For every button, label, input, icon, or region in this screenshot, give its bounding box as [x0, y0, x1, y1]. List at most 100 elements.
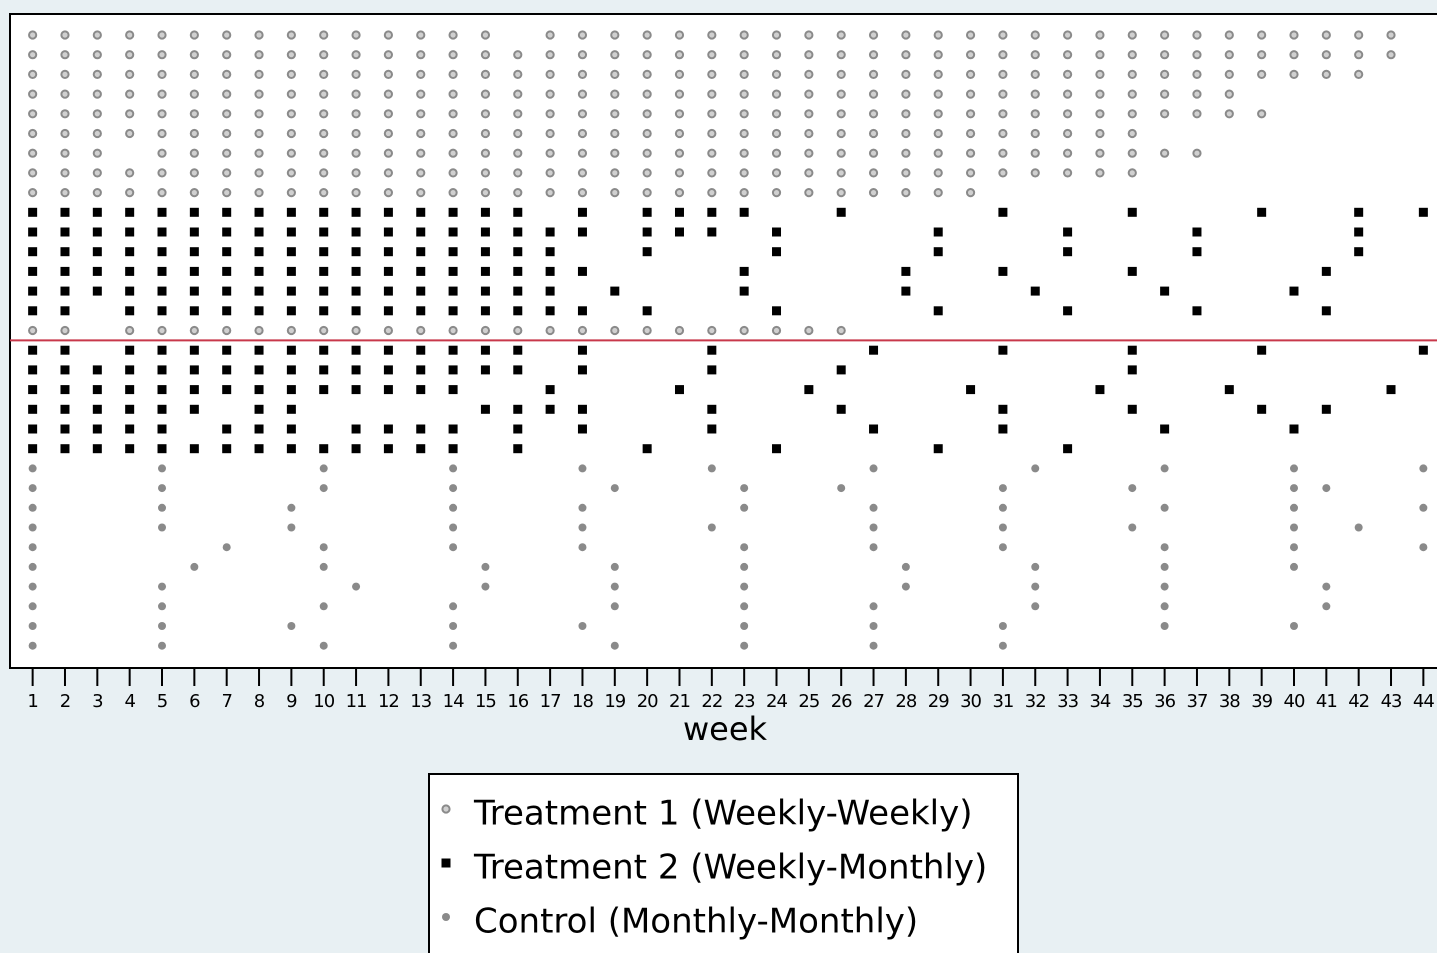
- treatment2-dot: [1063, 247, 1073, 257]
- treatment1-dot: [60, 69, 70, 80]
- treatment2-dot: [1354, 207, 1364, 217]
- treatment1-dot: [739, 325, 749, 336]
- treatment2-dot: [674, 227, 684, 237]
- treatment2-dot: [383, 286, 393, 296]
- x-tick-label: 3: [92, 691, 103, 712]
- treatment1-dot: [771, 69, 782, 80]
- treatment1-dot: [254, 30, 264, 40]
- treatment1-dot: [351, 69, 361, 80]
- treatment1-dot: [771, 89, 782, 99]
- treatment1-dot: [545, 128, 555, 139]
- treatment1-dot: [92, 89, 102, 99]
- treatment1-dot: [642, 168, 652, 178]
- x-tick-label: 25: [798, 691, 819, 712]
- treatment1-dot: [545, 148, 555, 158]
- treatment1-dot: [868, 168, 879, 178]
- treatment1-dot: [286, 109, 296, 119]
- treatment1-dot: [383, 128, 394, 139]
- treatment1-dot: [125, 325, 135, 336]
- treatment2-dot: [739, 286, 749, 296]
- treatment1-dot: [189, 168, 199, 178]
- treatment1-dot: [254, 89, 264, 99]
- treatment1-dot: [416, 109, 426, 119]
- treatment1-dot: [707, 50, 717, 60]
- treatment2-dot: [1257, 404, 1267, 414]
- treatment2-dot: [441, 858, 451, 868]
- treatment1-dot: [933, 109, 943, 119]
- treatment2-dot: [28, 385, 38, 395]
- treatment2-dot: [577, 365, 587, 375]
- treatment2-dot: [577, 404, 587, 414]
- treatment2-dot: [319, 365, 329, 375]
- treatment1-dot: [1127, 69, 1137, 80]
- treatment2-dot: [480, 247, 490, 257]
- treatment2-dot: [416, 266, 426, 276]
- treatment2-dot: [416, 247, 426, 257]
- treatment2-dot: [674, 385, 684, 395]
- treatment2-dot: [222, 444, 232, 454]
- treatment1-dot: [707, 168, 717, 178]
- treatment2-dot: [772, 306, 782, 316]
- control-dot: [1160, 602, 1169, 611]
- treatment1-dot: [804, 325, 814, 336]
- treatment2-dot: [577, 207, 587, 217]
- treatment1-dot: [222, 128, 232, 139]
- control-dot: [1160, 503, 1169, 512]
- treatment2-dot: [513, 424, 523, 434]
- treatment2-dot: [254, 207, 264, 217]
- treatment2-dot: [383, 306, 393, 316]
- treatment1-dot: [771, 50, 782, 60]
- treatment1-dot: [707, 89, 717, 99]
- treatment1-dot: [610, 188, 620, 198]
- treatment1-dot: [319, 148, 329, 158]
- treatment2-dot: [383, 424, 393, 434]
- control-dot: [1031, 602, 1040, 611]
- treatment2-dot: [513, 345, 523, 355]
- treatment1-dot: [804, 30, 814, 40]
- treatment2-dot: [707, 227, 717, 237]
- treatment1-dot: [189, 188, 199, 198]
- treatment2-dot: [577, 306, 587, 316]
- treatment1-dot: [222, 148, 232, 158]
- treatment1-dot: [1224, 69, 1234, 80]
- control-dot: [1419, 503, 1428, 512]
- x-tick-label: 24: [766, 691, 787, 712]
- treatment1-dot: [351, 325, 361, 336]
- control-dot: [610, 602, 619, 611]
- treatment1-dot: [125, 109, 135, 119]
- treatment1-dot: [448, 148, 458, 158]
- treatment1-dot: [416, 128, 426, 139]
- treatment1-dot: [674, 89, 685, 99]
- treatment1-dot: [901, 50, 911, 60]
- treatment1-dot: [222, 109, 232, 119]
- treatment1-dot: [1192, 89, 1202, 99]
- treatment1-dot: [965, 50, 976, 60]
- treatment2-dot: [1289, 286, 1299, 296]
- treatment2-dot: [125, 227, 135, 237]
- treatment1-dot: [739, 89, 749, 99]
- treatment1-dot: [1160, 30, 1170, 40]
- control-dot: [998, 484, 1007, 493]
- treatment1-dot: [480, 89, 491, 99]
- treatment1-dot: [513, 188, 523, 198]
- treatment1-dot: [836, 168, 846, 178]
- treatment1-dot: [674, 325, 685, 336]
- treatment1-dot: [157, 148, 167, 158]
- treatment2-dot: [1224, 385, 1234, 395]
- treatment2-dot: [1063, 444, 1073, 454]
- treatment2-dot: [901, 286, 911, 296]
- treatment1-dot: [480, 128, 491, 139]
- treatment1-dot: [286, 50, 296, 60]
- treatment2-dot: [189, 345, 199, 355]
- x-tick-label: 11: [346, 691, 367, 712]
- treatment1-dot: [319, 188, 329, 198]
- treatment2-dot: [480, 286, 490, 296]
- treatment1-dot: [157, 69, 167, 80]
- treatment1-dot: [804, 188, 814, 198]
- control-dot: [190, 562, 199, 571]
- treatment2-dot: [254, 227, 264, 237]
- treatment2-dot: [416, 286, 426, 296]
- control-dot: [901, 582, 910, 591]
- treatment1-dot: [610, 109, 620, 119]
- treatment1-dot: [1257, 109, 1267, 119]
